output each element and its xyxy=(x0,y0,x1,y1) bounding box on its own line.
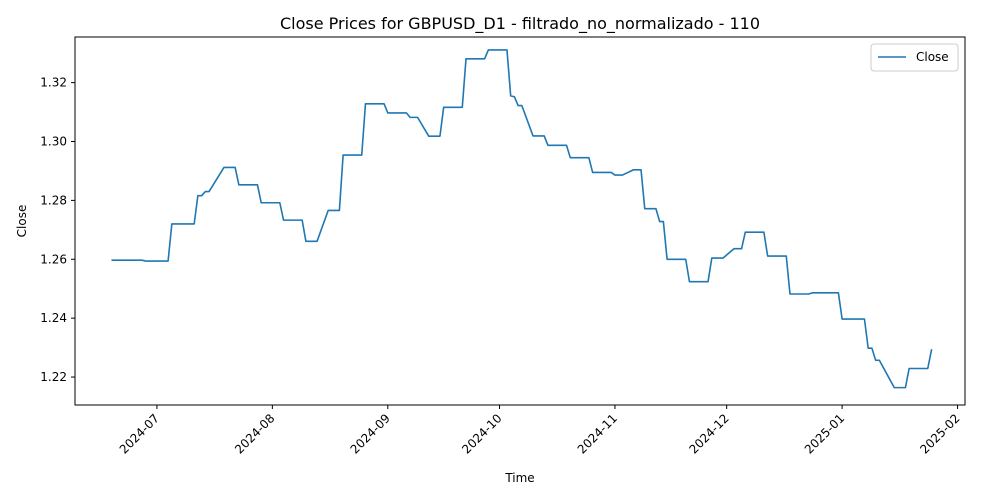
y-tick-label: 1.32 xyxy=(40,76,67,90)
y-axis-title: Close xyxy=(15,205,29,238)
legend-label-close: Close xyxy=(916,50,949,64)
plot-frame xyxy=(74,36,966,406)
legend-box xyxy=(870,43,959,72)
y-tick-label: 1.28 xyxy=(40,193,67,207)
y-tick-label: 1.24 xyxy=(40,311,67,325)
y-tick-label: 1.26 xyxy=(40,252,67,266)
x-axis-title: Time xyxy=(504,471,534,485)
series-line-close xyxy=(111,49,933,389)
y-tick-label: 1.22 xyxy=(40,370,67,384)
legend: Close xyxy=(870,43,959,72)
y-axis: 1.22 1.24 1.26 1.28 1.30 1.32 xyxy=(40,76,75,384)
series-layer xyxy=(111,49,933,389)
y-tick-label: 1.30 xyxy=(40,135,67,149)
chart-title: Close Prices for GBPUSD_D1 - filtrado_no… xyxy=(280,14,760,34)
